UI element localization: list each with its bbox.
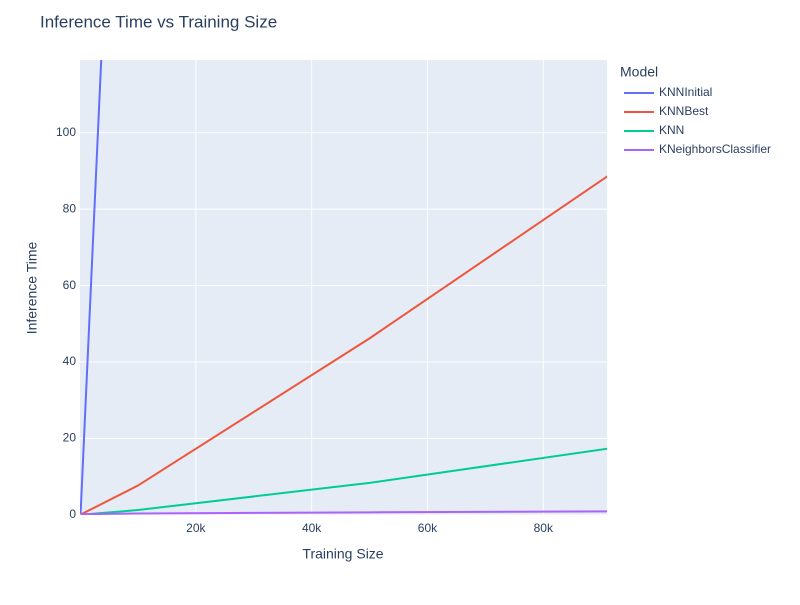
x-tick-label: 40k	[302, 521, 322, 535]
plot-area	[80, 60, 607, 515]
legend-label: KNNInitial	[659, 85, 712, 99]
legend-label: KNNBest	[659, 104, 709, 118]
y-tick-label: 0	[69, 507, 76, 521]
x-axis-title: Training Size	[302, 546, 383, 562]
y-tick-label: 40	[63, 354, 77, 368]
x-tick-label: 20k	[186, 521, 206, 535]
legend-title: Model	[620, 64, 658, 80]
legend-label: KNN	[659, 123, 684, 137]
x-tick-label: 80k	[534, 521, 554, 535]
line	[80, 447, 607, 515]
y-tick-label: 60	[63, 278, 77, 292]
chart-title: Inference Time vs Training Size	[40, 12, 277, 31]
x-tick-label: 60k	[418, 521, 438, 535]
line	[80, 510, 607, 515]
y-axis-title: Inference Time	[24, 241, 40, 334]
legend-label: KNeighborsClassifier	[659, 142, 771, 156]
y-tick-label: 80	[63, 201, 77, 215]
lines	[80, 60, 607, 515]
grid	[80, 60, 607, 516]
y-tick-label: 100	[56, 125, 76, 139]
y-tick-label: 20	[63, 431, 77, 445]
line	[80, 175, 607, 515]
